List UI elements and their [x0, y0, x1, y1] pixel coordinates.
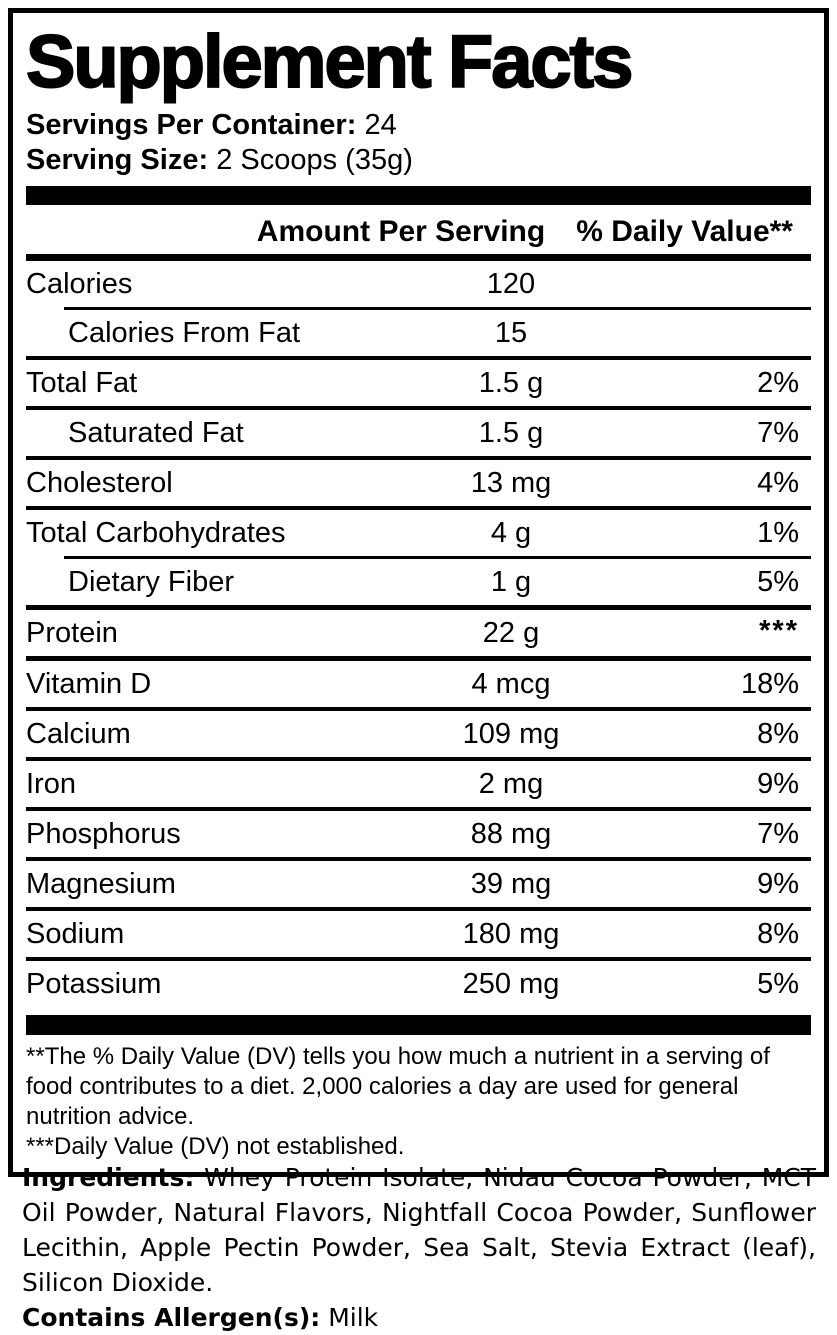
nutrient-amount: 15 [494, 316, 528, 349]
nutrient-amount: 2 mg [478, 767, 544, 800]
amount-per-serving-header: Amount Per Serving [256, 215, 546, 248]
nutrient-name: Cholesterol [26, 466, 173, 499]
table-row: Calcium 109 mg 8% [26, 711, 811, 757]
table-row: Protein 22 g *** [26, 610, 811, 656]
serving-size-value: 2 Scoops (35g) [216, 144, 413, 176]
table-row: Phosphorus 88 mg 7% [26, 811, 811, 857]
serving-info: Servings Per Container: 24 Serving Size:… [26, 108, 811, 178]
ingredients-paragraph: Ingredients: Whey Protein Isolate, Nidau… [22, 1160, 816, 1300]
row-divider [26, 506, 811, 510]
nutrient-name: Protein [26, 616, 118, 649]
not-established-footnote: ***Daily Value (DV) not established. [26, 1133, 405, 1160]
daily-value-footnote: **The % Daily Value (DV) tells you how m… [26, 1043, 770, 1130]
nutrient-daily-value: 1% [757, 516, 799, 549]
nutrient-daily-value: 18% [740, 667, 799, 700]
nutrient-name: Phosphorus [26, 817, 181, 850]
nutrient-amount: 1.5 g [478, 366, 544, 399]
nutrient-name: Dietary Fiber [68, 565, 234, 598]
allergen-label: Contains Allergen(s): [22, 1303, 321, 1332]
servings-per-container-value: 24 [364, 109, 397, 141]
nutrient-daily-value: 4% [757, 466, 799, 499]
row-divider [26, 957, 811, 961]
nutrient-name: Total Fat [26, 366, 138, 399]
nutrient-amount: 39 mg [470, 867, 552, 900]
table-row: Calories From Fat 15 [26, 310, 811, 356]
row-divider [64, 556, 811, 559]
row-divider [26, 857, 811, 861]
nutrient-name: Vitamin D [26, 667, 152, 700]
table-row: Total Carbohydrates 4 g 1% [26, 510, 811, 556]
nutrient-amount: 180 mg [462, 917, 560, 950]
row-divider [26, 605, 811, 610]
nutrient-amount: 1 g [490, 565, 532, 598]
row-divider [26, 356, 811, 360]
row-divider [26, 406, 811, 410]
table-row: Dietary Fiber 1 g 5% [26, 559, 811, 605]
nutrient-daily-value: 9% [757, 867, 799, 900]
nutrient-daily-value: 5% [757, 565, 799, 598]
serving-size-line: Serving Size: 2 Scoops (35g) [26, 143, 811, 178]
nutrient-daily-value: 8% [757, 917, 799, 950]
nutrient-name: Magnesium [26, 867, 176, 900]
supplement-facts-panel: Supplement Facts Servings Per Container:… [8, 8, 829, 1177]
panel-title: Supplement Facts [25, 20, 634, 103]
daily-value-header: % Daily Value** [576, 215, 793, 248]
row-divider [26, 656, 811, 661]
nutrient-amount: 4 mcg [471, 667, 551, 700]
table-row: Potassium 250 mg 5% [26, 961, 811, 1007]
serving-size-label: Serving Size: [26, 144, 209, 176]
nutrient-amount: 13 mg [470, 466, 552, 499]
nutrient-daily-value: 8% [757, 717, 799, 750]
nutrient-amount: 120 [486, 267, 536, 300]
row-divider [26, 757, 811, 761]
row-divider [26, 807, 811, 811]
row-divider [64, 307, 811, 310]
nutrient-amount: 250 mg [462, 967, 560, 1000]
row-divider [26, 707, 811, 711]
nutrient-name: Iron [26, 767, 76, 800]
nutrient-name: Sodium [26, 917, 125, 950]
nutrient-name: Potassium [26, 967, 162, 1000]
nutrient-daily-value: 9% [757, 767, 799, 800]
nutrient-amount: 4 g [490, 516, 532, 549]
table-row: Calories 120 [26, 261, 811, 307]
table-row: Saturated Fat 1.5 g 7% [26, 410, 811, 456]
nutrient-amount: 22 g [482, 616, 540, 649]
separator-bar-top [26, 186, 811, 205]
ingredients-label: Ingredients: [22, 1163, 195, 1192]
row-divider [26, 907, 811, 911]
servings-per-container-line: Servings Per Container: 24 [26, 108, 811, 143]
nutrient-name: Saturated Fat [68, 416, 244, 449]
table-header-row: Amount Per Serving % Daily Value** [26, 205, 811, 261]
nutrient-name: Calcium [26, 717, 131, 750]
nutrient-daily-value: 2% [757, 366, 799, 399]
nutrient-amount: 109 mg [462, 717, 560, 750]
nutrient-name: Total Carbohydrates [26, 516, 286, 549]
allergen-value: Milk [328, 1303, 379, 1332]
table-row: Vitamin D 4 mcg 18% [26, 661, 811, 707]
table-row: Sodium 180 mg 8% [26, 911, 811, 957]
nutrient-daily-value: *** [759, 615, 799, 647]
servings-per-container-label: Servings Per Container: [26, 109, 357, 141]
footnotes: **The % Daily Value (DV) tells you how m… [26, 1042, 811, 1162]
table-row: Total Fat 1.5 g 2% [26, 360, 811, 406]
nutrient-name: Calories From Fat [68, 316, 301, 349]
nutrient-name: Calories [26, 267, 133, 300]
nutrient-amount: 88 mg [470, 817, 552, 850]
table-row: Cholesterol 13 mg 4% [26, 460, 811, 506]
ingredients-list: Whey Protein Isolate, Nidau Cocoa Powder… [22, 1163, 817, 1297]
table-row: Iron 2 mg 9% [26, 761, 811, 807]
nutrient-daily-value: 5% [757, 967, 799, 1000]
allergen-line: Contains Allergen(s): Milk [22, 1300, 816, 1335]
nutrient-amount: 1.5 g [478, 416, 544, 449]
nutrient-daily-value: 7% [757, 817, 799, 850]
nutrient-daily-value: 7% [757, 416, 799, 449]
ingredients-section: Ingredients: Whey Protein Isolate, Nidau… [22, 1160, 816, 1335]
separator-bar-bottom [26, 1015, 811, 1035]
row-divider [26, 456, 811, 460]
table-row: Magnesium 39 mg 9% [26, 861, 811, 907]
